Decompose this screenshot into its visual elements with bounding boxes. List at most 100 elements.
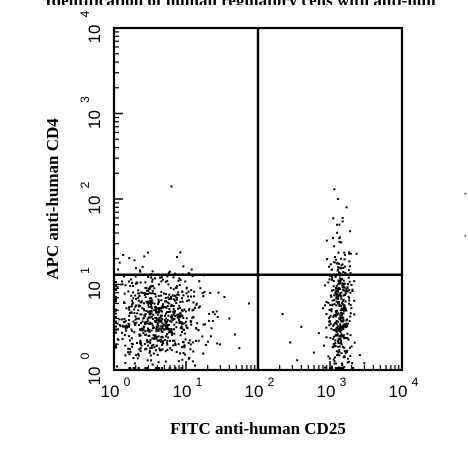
scatter-point bbox=[337, 312, 340, 315]
scatter-point bbox=[156, 311, 159, 314]
scatter-point bbox=[341, 346, 344, 349]
scatter-point bbox=[338, 304, 341, 307]
scatter-point bbox=[337, 345, 340, 348]
scatter-point bbox=[160, 276, 163, 279]
scatter-point bbox=[343, 286, 346, 289]
scatter-point bbox=[337, 342, 340, 345]
scatter-point bbox=[130, 329, 133, 332]
scatter-point bbox=[134, 318, 137, 321]
scatter-point bbox=[161, 322, 164, 325]
scatter-point bbox=[136, 312, 139, 315]
scatter-point bbox=[159, 306, 162, 309]
scatter-point bbox=[343, 258, 346, 261]
scatter-point bbox=[347, 276, 350, 279]
scatter-point bbox=[152, 343, 155, 346]
scatter-point bbox=[185, 317, 188, 320]
scatter-point bbox=[150, 307, 153, 310]
scatter-point bbox=[336, 231, 339, 234]
scatter-point bbox=[339, 315, 342, 318]
scatter-point bbox=[163, 305, 166, 308]
scatter-point bbox=[351, 289, 354, 292]
scatter-point bbox=[169, 296, 172, 299]
scatter-point bbox=[344, 265, 347, 268]
scatter-point bbox=[331, 278, 334, 281]
scatter-point bbox=[121, 280, 124, 283]
scatter-point bbox=[349, 334, 352, 337]
scatter-point bbox=[341, 364, 344, 367]
scatter-point bbox=[160, 335, 163, 338]
scatter-point bbox=[140, 291, 143, 294]
scatter-point bbox=[115, 281, 117, 284]
scatter-point bbox=[130, 337, 133, 340]
scatter-point bbox=[127, 347, 130, 350]
scatter-point bbox=[145, 333, 148, 336]
scatter-point bbox=[166, 343, 169, 346]
scatter-point bbox=[158, 309, 161, 312]
scatter-point bbox=[151, 327, 154, 330]
scatter-point bbox=[115, 296, 117, 299]
scatter-point bbox=[157, 361, 160, 364]
scatter-point bbox=[147, 334, 150, 337]
scatter-point bbox=[151, 299, 154, 302]
scatter-point bbox=[151, 318, 154, 321]
scatter-point bbox=[135, 297, 138, 300]
scatter-point bbox=[161, 325, 164, 328]
scatter-point bbox=[158, 349, 161, 352]
scatter-point bbox=[154, 292, 157, 295]
x-tick-labels-group: 10 0 10 1 10 2 10 3 10 4 bbox=[101, 375, 419, 401]
scatter-point bbox=[122, 320, 125, 323]
scatter-point bbox=[349, 315, 352, 318]
scatter-point bbox=[147, 251, 150, 254]
scatter-point bbox=[336, 293, 339, 296]
y-tick-labels-group: 10 0 10 1 10 2 10 3 10 4 bbox=[78, 10, 104, 385]
scatter-point bbox=[157, 307, 160, 310]
scatter-point bbox=[186, 299, 189, 302]
scatter-point bbox=[199, 287, 202, 290]
scatter-point bbox=[165, 296, 168, 299]
scatter-point bbox=[353, 280, 356, 283]
scatter-point bbox=[341, 326, 344, 329]
scatter-point bbox=[160, 320, 163, 323]
scatter-point bbox=[160, 299, 163, 302]
scatter-point bbox=[335, 304, 338, 307]
scatter-point bbox=[183, 332, 186, 335]
scatter-point bbox=[144, 312, 147, 315]
scatter-point bbox=[339, 323, 342, 326]
scatter-point bbox=[177, 291, 180, 294]
scatter-point bbox=[130, 342, 133, 345]
scatter-point bbox=[339, 328, 342, 331]
scatter-point bbox=[142, 317, 145, 320]
scatter-point bbox=[191, 360, 194, 363]
scatter-point bbox=[165, 341, 168, 344]
scatter-point bbox=[132, 285, 135, 288]
scatter-point bbox=[174, 367, 177, 369]
scatter-point bbox=[339, 331, 342, 334]
scatter-point bbox=[138, 269, 141, 272]
scatter-point bbox=[194, 306, 197, 309]
scatter-point bbox=[345, 206, 348, 209]
scatter-point bbox=[157, 322, 160, 325]
scatter-point bbox=[149, 297, 152, 300]
scatter-point bbox=[178, 321, 181, 324]
scatter-point bbox=[349, 291, 352, 294]
scatter-point bbox=[341, 288, 344, 291]
scatter-point bbox=[342, 294, 345, 297]
scatter-point bbox=[137, 309, 140, 312]
scatter-point bbox=[184, 310, 187, 313]
scatter-point bbox=[340, 241, 343, 244]
scatter-point bbox=[178, 320, 181, 323]
scatter-point bbox=[179, 334, 182, 337]
scatter-point bbox=[336, 367, 339, 369]
scatter-point bbox=[154, 305, 157, 308]
scatter-point bbox=[161, 336, 164, 339]
scatter-point bbox=[182, 328, 185, 331]
scatter-point bbox=[341, 300, 344, 303]
scatter-point bbox=[115, 298, 117, 301]
scatter-point bbox=[192, 350, 195, 353]
scatter-point bbox=[179, 307, 182, 310]
scatter-point bbox=[337, 320, 340, 323]
scatter-point bbox=[338, 326, 341, 329]
scatter-point bbox=[121, 283, 124, 286]
scatter-point bbox=[144, 296, 147, 299]
scatter-point bbox=[148, 340, 151, 343]
